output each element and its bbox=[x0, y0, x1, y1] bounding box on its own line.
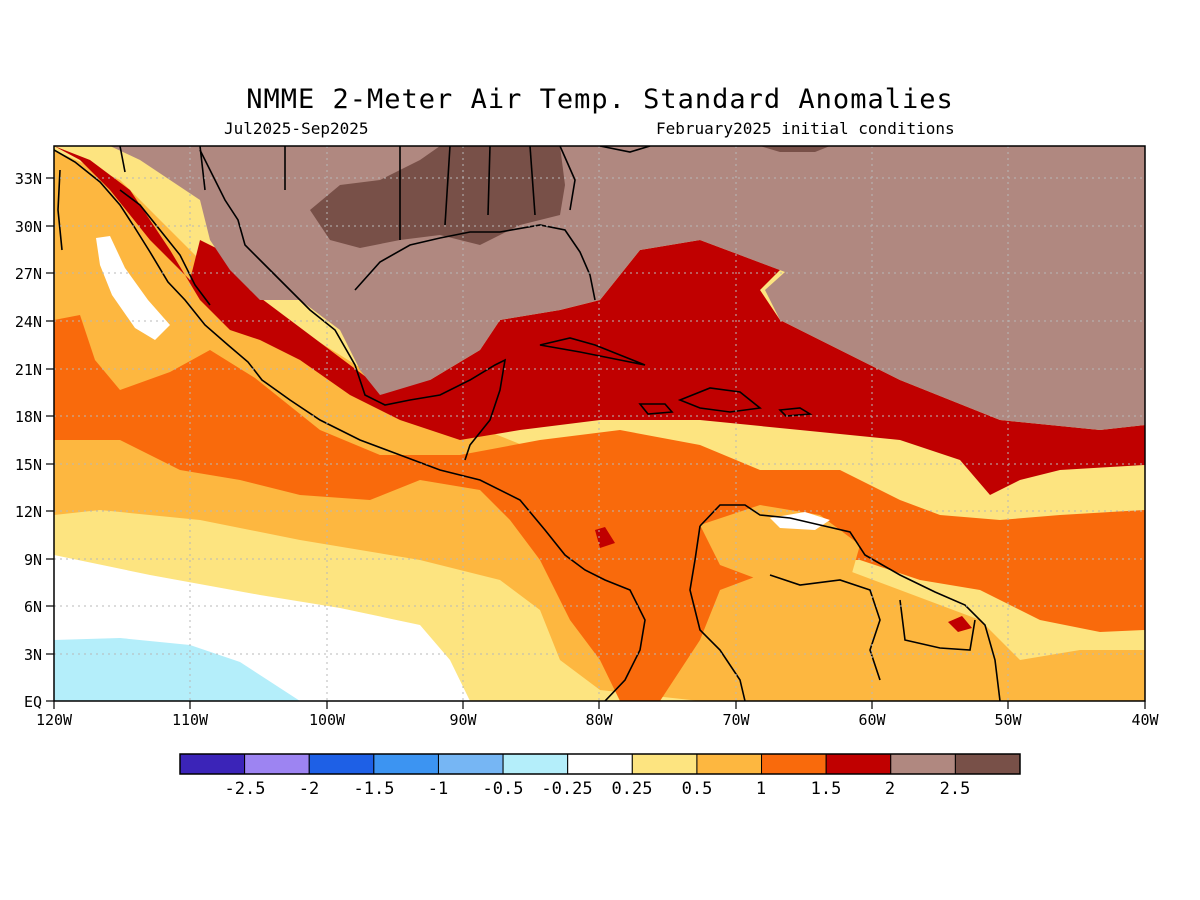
lon-label: 50W bbox=[994, 711, 1022, 729]
axis-ticks bbox=[46, 177, 1146, 709]
anomaly-spot-baja bbox=[96, 236, 170, 340]
legend-swatch bbox=[696, 753, 763, 775]
lat-label: 15N bbox=[15, 456, 42, 474]
legend-labels: -2.5 -2 -1.5 -1 -0.5 -0.25 0.25 0.5 1 1.… bbox=[225, 779, 971, 799]
anomaly-spot-guiana bbox=[948, 616, 972, 632]
legend-swatch bbox=[308, 753, 375, 775]
forecast-period: Jul2025-Sep2025 bbox=[224, 119, 369, 138]
lat-label: 27N bbox=[15, 265, 42, 283]
legend-swatch bbox=[437, 753, 504, 775]
lon-label: 120W bbox=[36, 711, 73, 729]
legend-label: 0.5 bbox=[682, 779, 713, 799]
legend-swatches bbox=[179, 753, 1021, 775]
legend-swatch bbox=[373, 753, 439, 775]
legend-label: -2 bbox=[299, 779, 319, 799]
lon-label: 80W bbox=[585, 711, 613, 729]
lat-label: 6N bbox=[24, 598, 42, 616]
legend-label: -1 bbox=[428, 779, 448, 799]
legend-swatch bbox=[502, 753, 569, 775]
lon-label: 40W bbox=[1131, 711, 1159, 729]
legend-label: 2 bbox=[885, 779, 895, 799]
lon-label: 100W bbox=[309, 711, 346, 729]
legend-swatch bbox=[631, 753, 698, 775]
lon-label: 110W bbox=[172, 711, 209, 729]
lat-label: 9N bbox=[24, 551, 42, 569]
anomaly-spot-panama bbox=[595, 527, 615, 548]
legend-swatch bbox=[567, 753, 633, 775]
lat-label: 33N bbox=[15, 170, 42, 188]
lat-label: EQ bbox=[24, 693, 42, 711]
coastlines bbox=[54, 146, 1001, 701]
lon-label: 60W bbox=[858, 711, 886, 729]
anomaly-spot-atlantic bbox=[760, 146, 830, 152]
color-legend: -2.5 -2 -1.5 -1 -0.5 -0.25 0.25 0.5 1 1.… bbox=[179, 753, 1021, 799]
legend-label: -0.5 bbox=[483, 779, 524, 799]
lat-label: 12N bbox=[15, 503, 42, 521]
lat-label: 24N bbox=[15, 313, 42, 331]
map-title: NMME 2-Meter Air Temp. Standard Anomalie… bbox=[246, 84, 954, 115]
legend-label: 2.5 bbox=[940, 779, 971, 799]
anomaly-band-above-2.5 bbox=[310, 146, 565, 248]
legend-label: -0.25 bbox=[541, 779, 592, 799]
legend-swatch bbox=[179, 753, 246, 775]
legend-swatch bbox=[244, 753, 310, 775]
legend-swatch bbox=[890, 753, 956, 775]
legend-label: 1 bbox=[756, 779, 766, 799]
lat-label: 21N bbox=[15, 361, 42, 379]
initial-conditions: February2025 initial conditions bbox=[656, 119, 955, 138]
lat-labels: 33N 30N 27N 24N 21N 18N 15N 12N 9N 6N 3N… bbox=[15, 170, 42, 711]
grid-lines bbox=[54, 146, 1145, 701]
lon-label: 70W bbox=[722, 711, 750, 729]
legend-label: -2.5 bbox=[225, 779, 266, 799]
lat-label: 30N bbox=[15, 218, 42, 236]
lat-label: 18N bbox=[15, 408, 42, 426]
legend-label: -1.5 bbox=[354, 779, 395, 799]
legend-frame bbox=[179, 753, 1021, 775]
lon-label: 90W bbox=[449, 711, 477, 729]
lon-labels: 120W 110W 100W 90W 80W 70W 60W 50W 40W bbox=[36, 711, 1160, 729]
legend-swatch bbox=[761, 753, 827, 775]
legend-swatch bbox=[825, 753, 892, 775]
legend-label: 1.5 bbox=[811, 779, 842, 799]
lat-label: 3N bbox=[24, 646, 42, 664]
legend-swatch bbox=[954, 753, 1021, 775]
legend-label: 0.25 bbox=[612, 779, 653, 799]
